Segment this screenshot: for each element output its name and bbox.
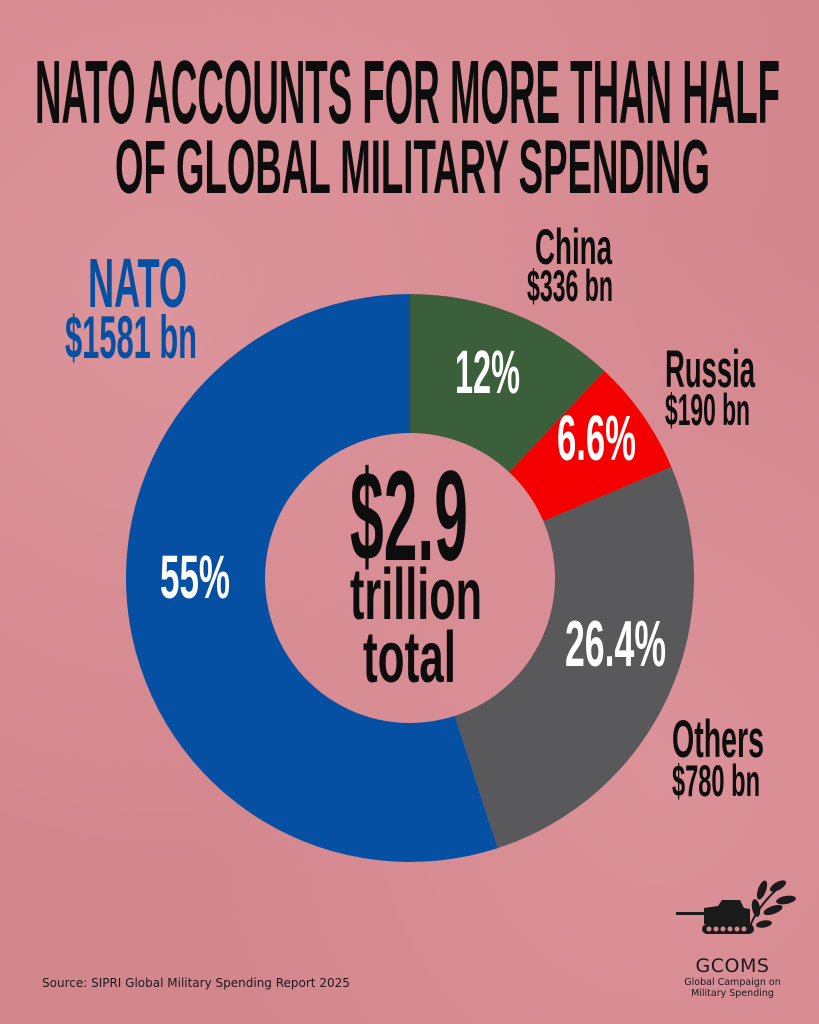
slice-label-china: 12% <box>455 338 520 406</box>
logo-acronym: GCOMS <box>695 955 770 977</box>
legend-nato-amount: $1581 bn <box>65 304 197 371</box>
slice-china <box>410 294 605 473</box>
slice-label-nato: 55% <box>160 543 230 611</box>
legend-nato-name: NATO <box>88 244 187 322</box>
center-total-label: total <box>363 618 456 698</box>
slice-russia <box>509 370 672 522</box>
slice-label-russia: 6.6% <box>557 402 636 474</box>
title-line-1: NATO ACCOUNTS FOR MORE THAN HALF <box>35 43 780 143</box>
logo-line-1: Global Campaign on <box>684 977 781 988</box>
gcoms-logo: GCOMS Global Campaign on Military Spendi… <box>660 878 805 999</box>
center-total-value: $2.9 <box>350 445 468 588</box>
legend-russia-name: Russia <box>665 340 755 399</box>
source-note: Source: SIPRI Global Military Spending R… <box>42 976 350 990</box>
legend-others-amount: $780 bn <box>672 755 760 806</box>
center-total-unit: trillion <box>350 555 482 635</box>
title-line-2: OF GLOBAL MILITARY SPENDING <box>115 125 710 210</box>
tank-olive-branch-icon <box>675 880 796 935</box>
legend-russia-amount: $190 bn <box>665 384 750 435</box>
legend-china-name: China <box>535 218 612 275</box>
logo-line-2: Military Spending <box>691 988 774 999</box>
legend-others-name: Others <box>672 710 764 769</box>
slice-nato <box>125 294 498 862</box>
legend-china-amount: $336 bn <box>527 260 613 311</box>
slice-label-others: 26.4% <box>565 607 666 680</box>
slice-others <box>454 466 694 849</box>
